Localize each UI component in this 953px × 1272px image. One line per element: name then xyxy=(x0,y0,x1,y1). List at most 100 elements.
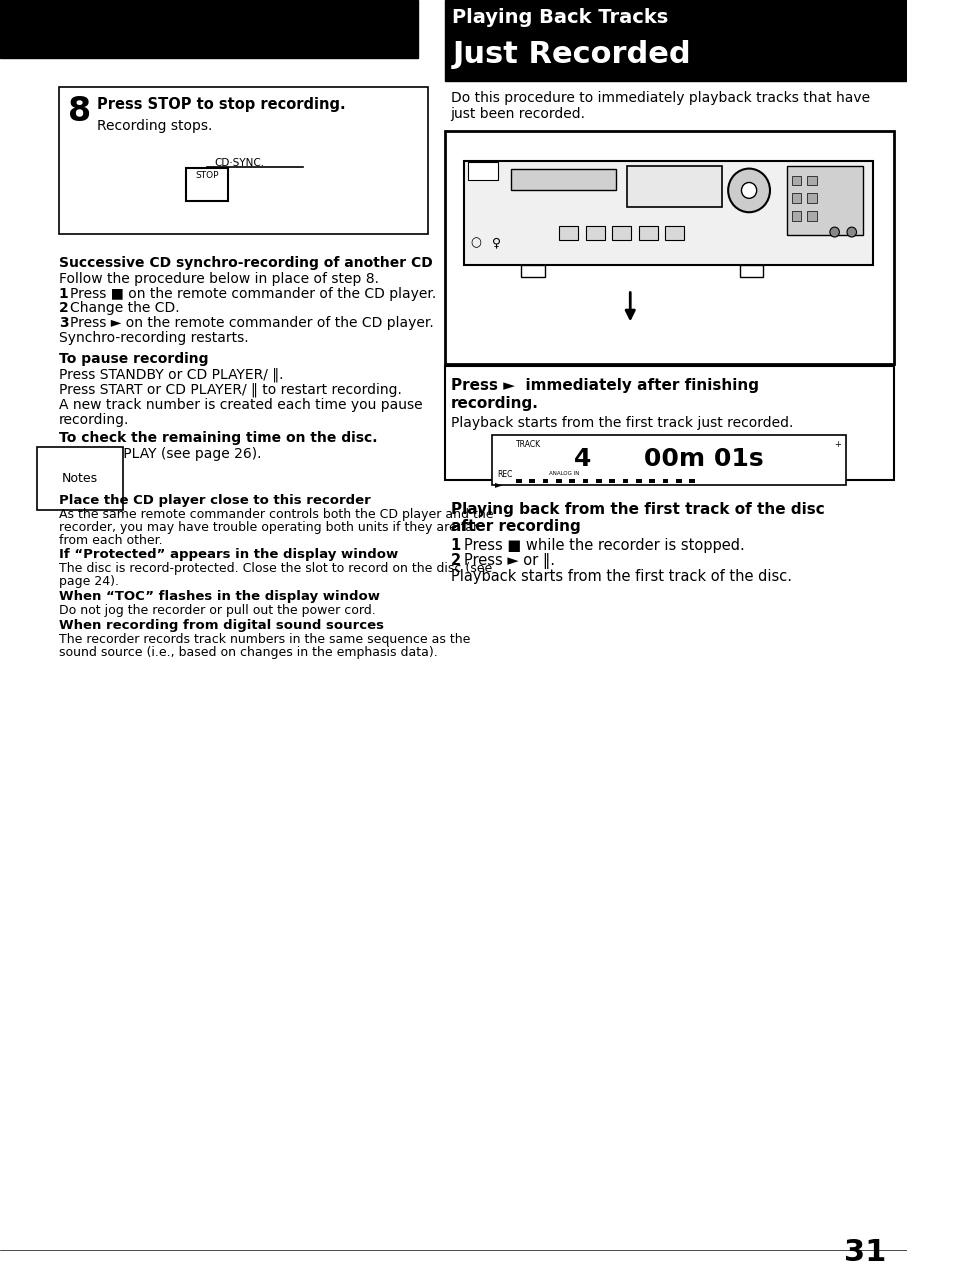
Bar xyxy=(806,211,816,221)
Text: Press DISPLAY (see page 26).: Press DISPLAY (see page 26). xyxy=(59,448,261,462)
Text: REC: REC xyxy=(497,471,512,480)
Text: Playing back from the first track of the disc: Playing back from the first track of the… xyxy=(450,502,823,516)
Bar xyxy=(556,480,561,483)
Text: The recorder records track numbers in the same sequence as the: The recorder records track numbers in th… xyxy=(59,632,470,646)
Bar xyxy=(463,160,872,265)
Text: Press ■ while the recorder is stopped.: Press ■ while the recorder is stopped. xyxy=(463,538,744,552)
Bar xyxy=(520,265,544,277)
Text: ANALOG IN: ANALOG IN xyxy=(549,471,579,476)
Text: 3: 3 xyxy=(59,317,69,331)
Text: Synchro-recording restarts.: Synchro-recording restarts. xyxy=(59,331,249,345)
Text: ♀: ♀ xyxy=(491,237,500,249)
Text: page 24).: page 24). xyxy=(59,575,119,588)
FancyBboxPatch shape xyxy=(492,435,845,485)
Text: 2: 2 xyxy=(450,553,460,569)
Text: Do not jog the recorder or pull out the power cord.: Do not jog the recorder or pull out the … xyxy=(59,604,375,617)
Text: To check the remaining time on the disc.: To check the remaining time on the disc. xyxy=(59,431,377,445)
Text: Playing Back Tracks: Playing Back Tracks xyxy=(452,8,668,27)
Text: TRACK: TRACK xyxy=(516,440,540,449)
Bar xyxy=(627,165,721,207)
Bar xyxy=(791,176,801,186)
Text: SONY: SONY xyxy=(469,167,493,176)
Text: Notes: Notes xyxy=(62,472,98,485)
Bar xyxy=(739,265,762,277)
Circle shape xyxy=(846,228,856,237)
Text: 8: 8 xyxy=(69,95,91,128)
Text: STOP: STOP xyxy=(195,170,219,179)
Bar xyxy=(688,480,694,483)
Text: Press STOP to stop recording.: Press STOP to stop recording. xyxy=(97,97,345,112)
Bar xyxy=(511,169,616,191)
Text: ○: ○ xyxy=(470,237,480,249)
Bar xyxy=(444,0,906,81)
Bar xyxy=(542,480,548,483)
Bar xyxy=(0,0,417,57)
Text: Press ► on the remote commander of the CD player.: Press ► on the remote commander of the C… xyxy=(71,317,434,331)
Circle shape xyxy=(727,169,769,212)
FancyBboxPatch shape xyxy=(444,366,893,480)
Text: Successive CD synchro-recording of another CD: Successive CD synchro-recording of anoth… xyxy=(59,256,433,270)
FancyBboxPatch shape xyxy=(444,131,893,364)
Bar xyxy=(569,480,575,483)
Text: 1Φ: 1Φ xyxy=(604,184,614,190)
Bar xyxy=(622,480,628,483)
Text: +: + xyxy=(834,440,841,449)
Text: 2: 2 xyxy=(59,301,69,315)
Text: 1: 1 xyxy=(59,286,69,300)
Text: Press STANDBY or CD PLAYER/ ‖.: Press STANDBY or CD PLAYER/ ‖. xyxy=(59,368,283,383)
Text: When recording from digital sound sources: When recording from digital sound source… xyxy=(59,619,383,632)
Bar xyxy=(612,226,631,240)
Text: CD·SYNC.: CD·SYNC. xyxy=(214,158,265,168)
Text: Change the CD.: Change the CD. xyxy=(71,301,180,315)
Text: The disc is record-protected. Close the slot to record on the disc (see: The disc is record-protected. Close the … xyxy=(59,562,492,575)
Circle shape xyxy=(740,182,756,198)
Bar xyxy=(558,226,578,240)
Text: 1: 1 xyxy=(450,538,460,552)
Bar xyxy=(639,226,658,240)
Bar xyxy=(806,176,816,186)
Text: As the same remote commander controls both the CD player and the: As the same remote commander controls bo… xyxy=(59,508,493,520)
Text: Playback starts from the first track of the disc.: Playback starts from the first track of … xyxy=(450,570,791,584)
Bar xyxy=(467,162,497,179)
Text: Place the CD player close to this recorder: Place the CD player close to this record… xyxy=(59,494,371,506)
Bar xyxy=(791,193,801,204)
Text: after recording: after recording xyxy=(450,519,579,534)
FancyBboxPatch shape xyxy=(59,88,427,234)
FancyBboxPatch shape xyxy=(186,168,228,201)
Text: Press START or CD PLAYER/ ‖ to restart recording.: Press START or CD PLAYER/ ‖ to restart r… xyxy=(59,383,401,397)
Bar xyxy=(649,480,655,483)
Bar xyxy=(806,193,816,204)
Text: Press ► or ‖.: Press ► or ‖. xyxy=(463,553,555,570)
Text: When “TOC” flashes in the display window: When “TOC” flashes in the display window xyxy=(59,590,379,603)
Text: To pause recording: To pause recording xyxy=(59,352,208,366)
Bar xyxy=(582,480,588,483)
Bar xyxy=(516,480,521,483)
Text: Press ►  immediately after finishing: Press ► immediately after finishing xyxy=(450,378,758,393)
Text: Do this procedure to immediately playback tracks that have: Do this procedure to immediately playbac… xyxy=(450,92,869,106)
Text: A new track number is created each time you pause: A new track number is created each time … xyxy=(59,398,422,412)
Text: ►: ► xyxy=(495,480,502,488)
Text: just been recorded.: just been recorded. xyxy=(450,107,585,121)
Text: recording.: recording. xyxy=(450,396,537,411)
Bar xyxy=(665,226,683,240)
Bar xyxy=(636,480,641,483)
Text: 4      00m 01s: 4 00m 01s xyxy=(574,448,763,471)
Text: If “Protected” appears in the display window: If “Protected” appears in the display wi… xyxy=(59,548,397,561)
Text: recorder, you may have trouble operating both units if they are far: recorder, you may have trouble operating… xyxy=(59,520,477,534)
Text: Recording stops.: Recording stops. xyxy=(97,120,213,134)
Bar xyxy=(585,226,604,240)
Bar xyxy=(662,480,667,483)
Text: sound source (i.e., based on changes in the emphasis data).: sound source (i.e., based on changes in … xyxy=(59,646,437,659)
Text: from each other.: from each other. xyxy=(59,533,162,547)
Text: Just Recorded: Just Recorded xyxy=(452,39,690,69)
Bar xyxy=(675,480,680,483)
Bar xyxy=(791,211,801,221)
Text: Press ■ on the remote commander of the CD player.: Press ■ on the remote commander of the C… xyxy=(71,286,436,300)
Text: Playback starts from the first track just recorded.: Playback starts from the first track jus… xyxy=(450,416,792,430)
Bar xyxy=(786,165,862,235)
Text: Follow the procedure below in place of step 8.: Follow the procedure below in place of s… xyxy=(59,272,378,286)
Text: 31: 31 xyxy=(843,1238,885,1267)
Bar xyxy=(609,480,615,483)
Circle shape xyxy=(829,228,839,237)
Bar xyxy=(596,480,601,483)
